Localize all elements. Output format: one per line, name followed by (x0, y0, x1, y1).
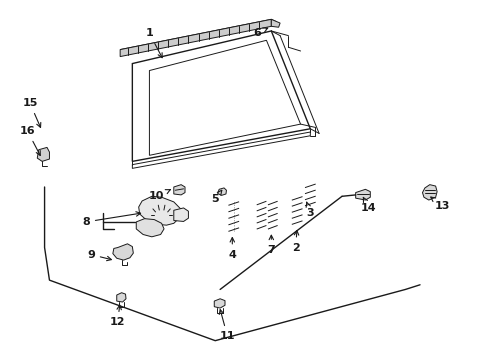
Text: 2: 2 (291, 231, 299, 252)
Polygon shape (120, 19, 271, 57)
Text: 9: 9 (87, 249, 111, 261)
Polygon shape (136, 219, 163, 237)
Text: 6: 6 (252, 28, 267, 38)
Text: 1: 1 (145, 28, 162, 58)
Text: 13: 13 (430, 197, 449, 211)
Polygon shape (113, 244, 133, 260)
Polygon shape (120, 19, 276, 52)
Text: 11: 11 (219, 310, 235, 341)
Text: 5: 5 (211, 190, 222, 204)
Polygon shape (214, 299, 224, 308)
Text: 4: 4 (228, 238, 236, 260)
Polygon shape (422, 185, 436, 200)
Polygon shape (132, 31, 310, 161)
Text: 10: 10 (149, 190, 170, 201)
Text: 3: 3 (305, 202, 313, 217)
Polygon shape (217, 188, 226, 195)
Text: 16: 16 (20, 126, 40, 156)
Polygon shape (355, 189, 369, 200)
Polygon shape (139, 196, 181, 225)
Text: 12: 12 (110, 305, 125, 327)
Text: 15: 15 (22, 98, 41, 127)
Polygon shape (37, 147, 49, 161)
Text: 14: 14 (360, 197, 376, 213)
Polygon shape (173, 185, 184, 195)
Text: 8: 8 (82, 212, 140, 227)
Polygon shape (117, 293, 126, 302)
Polygon shape (271, 19, 280, 27)
Polygon shape (173, 208, 188, 221)
Text: 7: 7 (267, 235, 275, 255)
